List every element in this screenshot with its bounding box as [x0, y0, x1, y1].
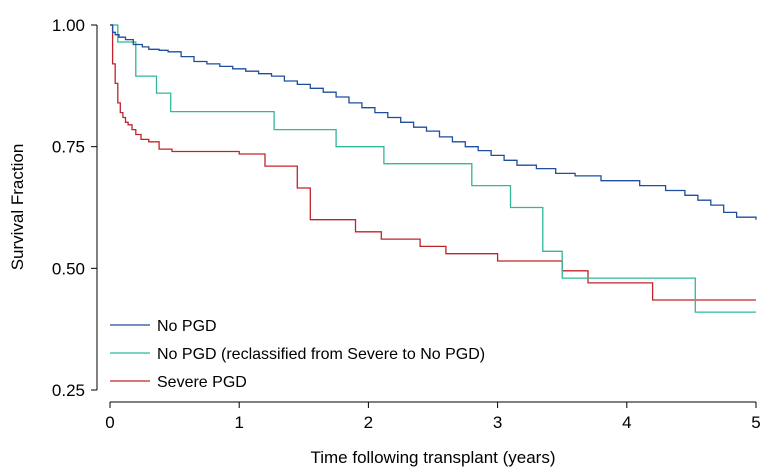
series-line-3	[110, 24, 756, 301]
legend: No PGD No PGD (reclassified from Severe t…	[110, 318, 485, 391]
x-tick-label: 3	[493, 413, 502, 432]
legend-label-3: Severe PGD	[157, 374, 247, 391]
y-tick-label: 0.25	[52, 381, 85, 400]
x-tick-label: 0	[105, 413, 114, 432]
x-tick-label: 2	[364, 413, 373, 432]
y-tick-label: 0.50	[52, 259, 85, 278]
legend-label-1: No PGD	[157, 318, 217, 335]
series-line-1	[110, 24, 757, 220]
legend-label-2: No PGD (reclassified from Severe to No P…	[157, 346, 485, 363]
axes: 0.25 0.50 0.75 1.00 0 1 2 3 4 5	[52, 16, 761, 432]
series-layer	[110, 24, 757, 313]
x-tick-label: 1	[234, 413, 243, 432]
y-axis-title: Survival Fraction	[8, 144, 27, 271]
y-tick-label: 0.75	[52, 138, 85, 157]
x-tick-label: 4	[622, 413, 631, 432]
x-axis-title: Time following transplant (years)	[310, 448, 555, 467]
x-tick-label: 5	[751, 413, 760, 432]
y-tick-label: 1.00	[52, 16, 85, 35]
series-line-2	[110, 24, 756, 313]
